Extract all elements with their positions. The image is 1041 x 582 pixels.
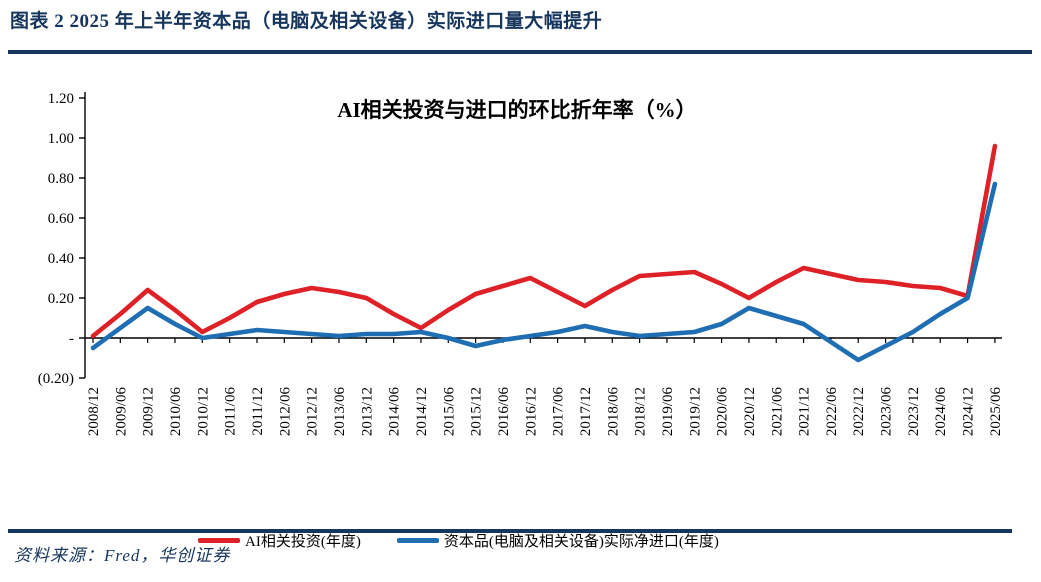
header-divider — [8, 50, 1032, 54]
legend-swatch-red — [198, 538, 240, 543]
series-line-blue — [90, 181, 998, 363]
x-tick-label: 2015/12 — [469, 387, 485, 436]
x-tick-label: 2008/12 — [86, 387, 102, 436]
x-tick-label: 2009/12 — [141, 387, 157, 436]
legend-item-blue: 资本品(电脑及相关设备)实际净进口(年度) — [396, 530, 719, 551]
x-tick-label: 2024/06 — [933, 387, 949, 437]
x-tick-label: 2011/06 — [223, 387, 239, 436]
x-tick-label: 2017/12 — [578, 387, 594, 436]
x-tick-label: 2015/06 — [441, 387, 457, 437]
y-tick-label: 0.60 — [48, 211, 74, 227]
x-tick-label: 2011/12 — [250, 387, 266, 436]
page-title: 图表 2 2025 年上半年资本品（电脑及相关设备）实际进口量大幅提升 — [10, 11, 603, 32]
x-tick-label: 2010/06 — [168, 387, 184, 437]
x-tick-label: 2016/12 — [523, 387, 539, 436]
chart-title: AI相关投资与进口的环比折年率（%） — [337, 98, 696, 122]
x-tick-label: 2020/06 — [715, 387, 731, 437]
x-tick-label: 2019/12 — [687, 387, 703, 436]
x-tick-label: 2014/06 — [387, 387, 403, 437]
x-tick-label: 2018/12 — [633, 387, 649, 436]
x-tick-label: 2022/12 — [851, 387, 867, 436]
x-tick-label: 2012/12 — [305, 387, 321, 436]
x-tick-label: 2025/06 — [988, 387, 1004, 437]
x-tick-label: 2020/12 — [742, 387, 758, 436]
legend-label: AI相关投资(年度) — [245, 534, 361, 550]
y-tick-label: 0.80 — [48, 171, 74, 187]
y-tick-label: 1.20 — [48, 91, 74, 107]
x-tick-label: 2014/12 — [414, 387, 430, 436]
legend-label: 资本品(电脑及相关设备)实际净进口(年度) — [443, 534, 719, 550]
chart-svg: AI相关投资与进口的环比折年率（%） 1.20 1.00 0.80 0.60 0.40 0.… — [38, 91, 1004, 437]
legend-swatch-blue — [396, 538, 439, 543]
y-tick-label: 0.20 — [48, 291, 74, 307]
y-tick-label: - — [69, 331, 74, 347]
x-tick-label: 2013/06 — [332, 387, 348, 437]
x-tick-label: 2022/06 — [824, 387, 840, 437]
x-tick-label: 2012/06 — [277, 387, 293, 437]
x-tick-label: 2016/06 — [496, 387, 512, 437]
y-tick-label: (0.20) — [38, 371, 74, 387]
x-tick-label: 2017/06 — [551, 387, 567, 437]
source-note: 资料来源：Fred，华创证券 — [14, 546, 231, 565]
x-tick-label: 2024/12 — [961, 387, 977, 436]
x-tick-label: 2018/06 — [605, 387, 621, 437]
x-tick-label: 2009/06 — [113, 387, 129, 437]
y-tick-label: 0.40 — [48, 251, 74, 267]
x-tick-label: 2010/12 — [195, 387, 211, 436]
x-tick-label: 2021/12 — [797, 387, 813, 436]
chart-legend: AI相关投资(年度) 资本品(电脑及相关设备)实际净进口(年度) — [198, 530, 719, 551]
x-tick-label: 2021/06 — [769, 387, 785, 437]
x-tick-label: 2019/06 — [660, 387, 676, 437]
legend-item-red: AI相关投资(年度) — [198, 530, 361, 551]
footer-divider — [8, 529, 1012, 533]
chart-figure: AI相关投资与进口的环比折年率（%） 1.20 1.00 0.80 0.60 0.40 0.… — [0, 60, 1041, 550]
x-tick-label: 2013/12 — [359, 387, 375, 436]
y-tick-label: 1.00 — [48, 131, 74, 147]
series-line-red — [90, 143, 998, 339]
x-tick-label: 2023/12 — [906, 387, 922, 436]
x-tick-label: 2023/06 — [879, 387, 895, 437]
